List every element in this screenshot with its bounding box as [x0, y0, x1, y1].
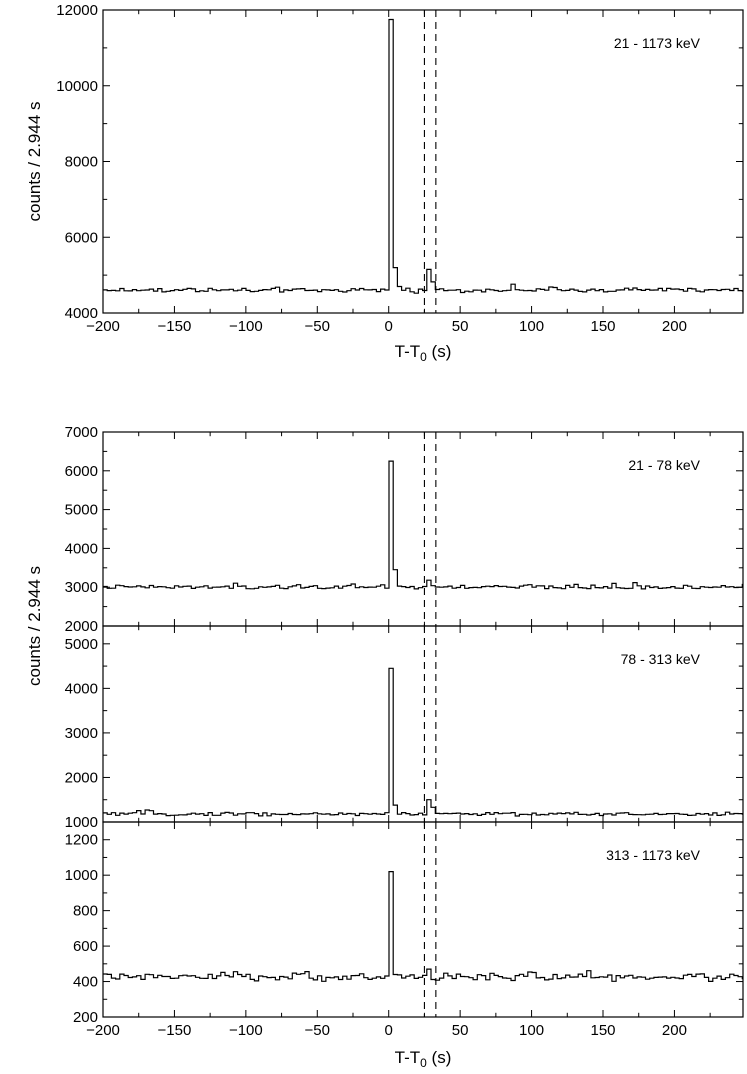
y-axis-label: counts / 2.944 s — [25, 566, 44, 686]
y-tick-label: 6000 — [65, 463, 98, 480]
y-tick-label: 4000 — [65, 305, 98, 322]
x-tick-label: −100 — [229, 1022, 263, 1039]
y-tick-label: 3000 — [65, 579, 98, 596]
x-tick-label: 200 — [662, 1022, 687, 1039]
x-tick-label: −200 — [86, 318, 120, 335]
x-tick-label: −200 — [86, 1022, 120, 1039]
panel-high-band: 313 - 1173 keV T-T0 (s) −200 −150 −100 −50 0… — [65, 821, 744, 1070]
y-tick-label: 2000 — [65, 769, 98, 786]
y-tick-label: 8000 — [65, 154, 98, 171]
panel-full-band: 21 - 1173 keV counts / 2.944 s T-T0 (s) … — [25, 2, 744, 364]
x-axis-label-sub: 0 — [420, 1056, 427, 1070]
x-axis-label-main: T-T — [395, 342, 421, 361]
y-tick-label: 2000 — [65, 618, 98, 635]
plot-frame — [102, 821, 744, 1018]
x-tick-label: −50 — [305, 318, 330, 335]
y-tick-label: 1200 — [65, 832, 98, 849]
plot-frame — [102, 9, 744, 314]
series-line — [103, 460, 743, 590]
y-tick-label: 12000 — [56, 2, 98, 19]
y-tick-label: 10000 — [56, 78, 98, 95]
band-label: 313 - 1173 keV — [606, 847, 701, 863]
x-tick-label: 50 — [452, 318, 469, 335]
y-tick-label: 800 — [73, 903, 98, 920]
x-tick-label: 100 — [519, 318, 544, 335]
x-tick-label: 150 — [590, 318, 615, 335]
x-tick-label: −100 — [229, 318, 263, 335]
y-tick-label: 5000 — [65, 502, 98, 519]
y-tick-label: 200 — [73, 1009, 98, 1026]
x-tick-label: −50 — [305, 1022, 330, 1039]
x-axis-label-unit: (s) — [427, 1048, 452, 1067]
band-label: 21 - 78 keV — [628, 457, 700, 473]
panel-mid-band: 78 - 313 keV counts / 2.944 s 1000 2000 30… — [25, 566, 744, 831]
x-tick-label: −150 — [158, 318, 192, 335]
x-tick-label: 0 — [385, 318, 393, 335]
x-tick-label: 0 — [385, 1022, 393, 1039]
x-axis-label-main: T-T — [395, 1048, 421, 1067]
x-axis-label: T-T0 (s) — [395, 1048, 452, 1070]
y-tick-label: 600 — [73, 938, 98, 955]
x-axis-label-unit: (s) — [427, 342, 452, 361]
y-tick-label: 400 — [73, 974, 98, 991]
x-tick-label: 100 — [519, 1022, 544, 1039]
y-tick-label: 1000 — [65, 867, 98, 884]
x-tick-label: 200 — [662, 318, 687, 335]
y-tick-label: 4000 — [65, 540, 98, 557]
series-line — [103, 667, 743, 817]
y-tick-label: 6000 — [65, 229, 98, 246]
y-axis-label: counts / 2.944 s — [25, 101, 44, 221]
band-label: 78 - 313 keV — [621, 651, 701, 667]
x-tick-label: 150 — [590, 1022, 615, 1039]
series-line — [103, 871, 743, 982]
x-tick-label: 50 — [452, 1022, 469, 1039]
x-tick-label: −150 — [158, 1022, 192, 1039]
y-tick-label: 7000 — [65, 424, 98, 441]
series-line — [103, 18, 743, 294]
y-tick-label: 4000 — [65, 680, 98, 697]
y-tick-label: 1000 — [65, 814, 98, 831]
x-axis-label: T-T0 (s) — [395, 342, 452, 364]
y-tick-label: 5000 — [65, 636, 98, 653]
y-tick-label: 3000 — [65, 725, 98, 742]
panel-low-band: 21 - 78 keV 2000 3000 4000 5000 6000 7000 — [65, 424, 744, 635]
x-axis-label-sub: 0 — [420, 350, 427, 364]
band-label: 21 - 1173 keV — [614, 35, 701, 51]
